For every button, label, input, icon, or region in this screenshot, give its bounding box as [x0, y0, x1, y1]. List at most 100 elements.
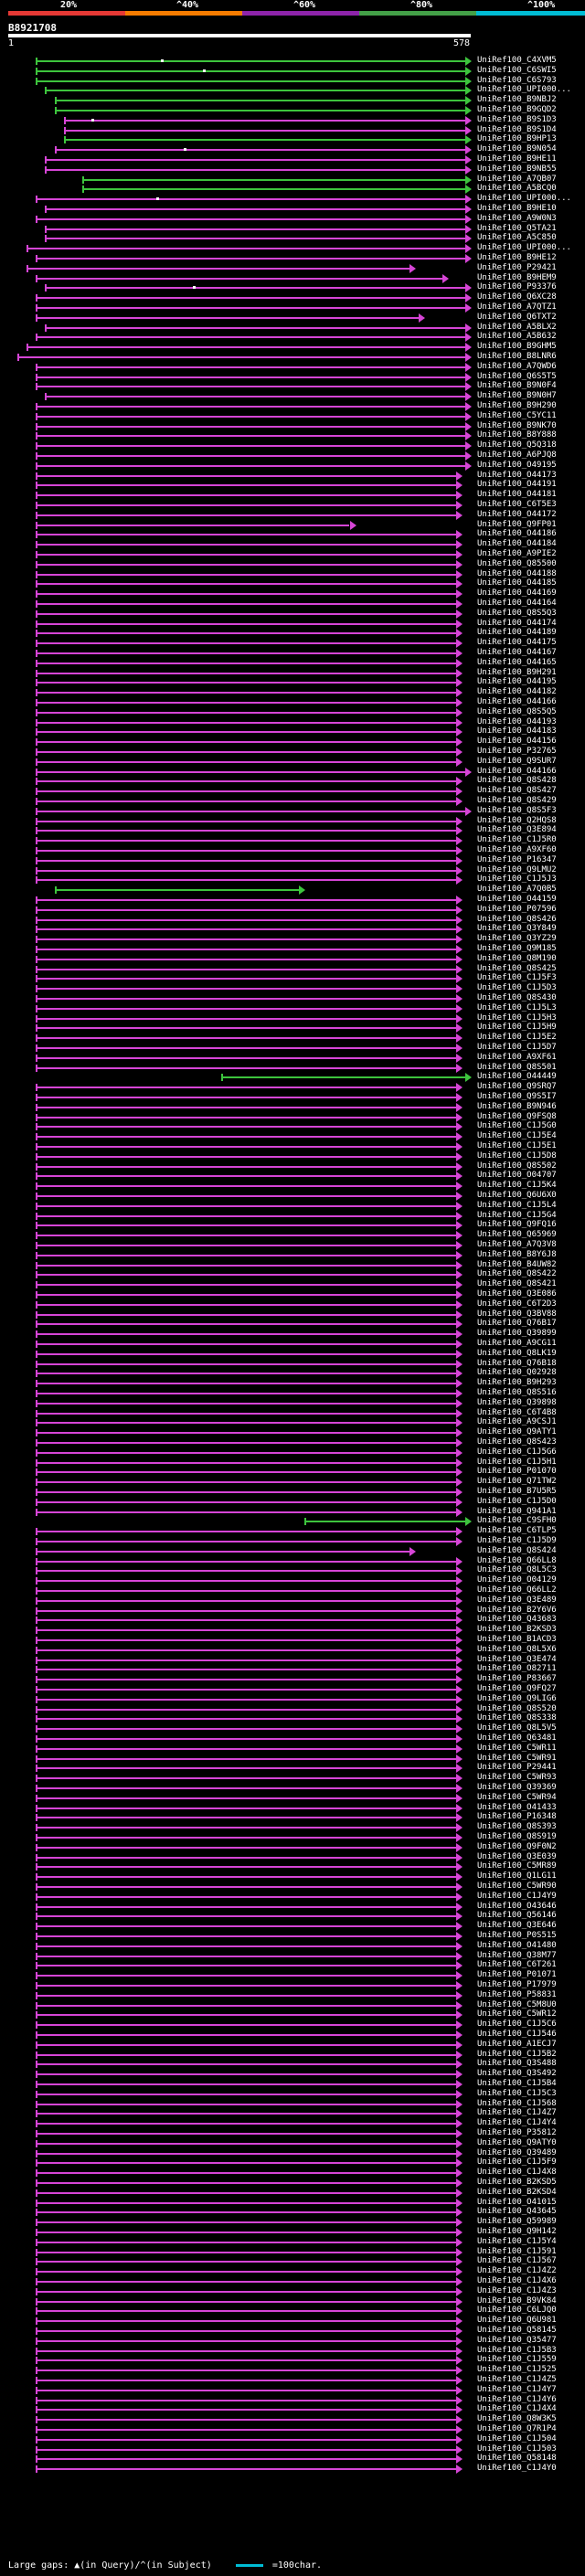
hit-row[interactable]: UniRef100_C5M8U0: [0, 1999, 585, 2011]
hit-row[interactable]: UniRef100_C1J5E2: [0, 1032, 585, 1044]
hit-row[interactable]: UniRef100_Q8L5V5: [0, 1723, 585, 1734]
hit-row[interactable]: UniRef100_B9H291: [0, 667, 585, 679]
hit-label[interactable]: UniRef100_B9NK70: [477, 420, 557, 430]
hit-row[interactable]: UniRef100_C1J5L4: [0, 1200, 585, 1212]
hit-row[interactable]: UniRef100_P93376: [0, 281, 585, 293]
hit-label[interactable]: UniRef100_B8Y888: [477, 430, 557, 440]
hit-label[interactable]: UniRef100_C1J5D8: [477, 1150, 557, 1161]
hit-label[interactable]: UniRef100_B9N0H7: [477, 391, 557, 401]
hit-row[interactable]: UniRef100_C5WR91: [0, 1753, 585, 1765]
hit-label[interactable]: UniRef100_C1J5G0: [477, 1121, 557, 1131]
hit-row[interactable]: UniRef100_P16348: [0, 1811, 585, 1823]
hit-label[interactable]: UniRef100_A7QWD6: [477, 361, 557, 371]
hit-label[interactable]: UniRef100_Q6TXT2: [477, 312, 557, 322]
hit-row[interactable]: UniRef100_B2KSD5: [0, 2177, 585, 2189]
hit-label[interactable]: UniRef100_C1J504: [477, 2433, 557, 2443]
hit-label[interactable]: UniRef100_B8LNR6: [477, 352, 557, 361]
hit-row[interactable]: UniRef100_Q8S422: [0, 1268, 585, 1280]
hit-row[interactable]: UniRef100_A1ECJ7: [0, 2039, 585, 2051]
hit-label[interactable]: UniRef100_C1J5F9: [477, 2157, 557, 2168]
hit-row[interactable]: UniRef100_B9GHM5: [0, 341, 585, 353]
hit-label[interactable]: UniRef100_A1ECJ7: [477, 2039, 557, 2049]
hit-row[interactable]: UniRef100_C1J567: [0, 2255, 585, 2267]
hit-label[interactable]: UniRef100_Q8S520: [477, 1703, 557, 1713]
hit-row[interactable]: UniRef100_Q3BV88: [0, 1309, 585, 1320]
hit-row[interactable]: UniRef100_Q9FQ27: [0, 1683, 585, 1695]
hit-row[interactable]: UniRef100_Q9ATY1: [0, 1426, 585, 1438]
hit-row[interactable]: UniRef100_C1J4Z5: [0, 2374, 585, 2386]
hit-row[interactable]: UniRef100_Q9LMU2: [0, 864, 585, 876]
hit-row[interactable]: UniRef100_Q76B18: [0, 1358, 585, 1370]
hit-row[interactable]: UniRef100_P32765: [0, 746, 585, 758]
hit-label[interactable]: UniRef100_Q6S5T5: [477, 371, 557, 381]
hit-row[interactable]: UniRef100_C1J525: [0, 2364, 585, 2376]
hit-row[interactable]: UniRef100_B9NBJ2: [0, 94, 585, 106]
hit-label[interactable]: UniRef100_P93376: [477, 282, 557, 292]
hit-row[interactable]: UniRef100_Q9ATY0: [0, 2137, 585, 2149]
hit-label[interactable]: UniRef100_A9CG11: [477, 1339, 557, 1348]
hit-row[interactable]: UniRef100_B9N0H7: [0, 390, 585, 402]
hit-row[interactable]: UniRef100_C1J5L3: [0, 1002, 585, 1014]
hit-label[interactable]: UniRef100_C1J5B2: [477, 2049, 557, 2059]
hit-row[interactable]: UniRef100_Q43645: [0, 2206, 585, 2218]
hit-label[interactable]: UniRef100_C1J5C3: [477, 2088, 557, 2098]
hit-label[interactable]: UniRef100_Q9FP01: [477, 519, 557, 529]
hit-row[interactable]: UniRef100_Q56146: [0, 1910, 585, 1922]
hit-label[interactable]: UniRef100_Q39898: [477, 1397, 557, 1407]
hit-row[interactable]: UniRef100_A7Q0B5: [0, 884, 585, 896]
hit-label[interactable]: UniRef100_O82711: [477, 1664, 557, 1674]
hit-label[interactable]: UniRef100_O44191: [477, 480, 557, 490]
hit-label[interactable]: UniRef100_B2KSD3: [477, 1625, 557, 1635]
hit-label[interactable]: UniRef100_O44159: [477, 895, 557, 904]
hit-label[interactable]: UniRef100_C1J5G4: [477, 1210, 557, 1220]
hit-row[interactable]: UniRef100_P01071: [0, 1969, 585, 1981]
hit-label[interactable]: UniRef100_B9GQD2: [477, 105, 557, 114]
hit-label[interactable]: UniRef100_C1J5B4: [477, 2079, 557, 2088]
hit-row[interactable]: UniRef100_C1J4Y6: [0, 2394, 585, 2406]
hit-row[interactable]: UniRef100_Q8S516: [0, 1387, 585, 1399]
hit-row[interactable]: UniRef100_A9PIE2: [0, 548, 585, 560]
hit-row[interactable]: UniRef100_C1J4X8: [0, 2167, 585, 2178]
hit-label[interactable]: UniRef100_Q8S426: [477, 914, 557, 924]
hit-label[interactable]: UniRef100_Q9SUR7: [477, 756, 557, 766]
hit-label[interactable]: UniRef100_A9XF60: [477, 845, 557, 854]
hit-label[interactable]: UniRef100_O44182: [477, 687, 557, 697]
hit-row[interactable]: UniRef100_P01070: [0, 1466, 585, 1478]
hit-label[interactable]: UniRef100_Q58148: [477, 2454, 557, 2464]
hit-label[interactable]: UniRef100_C1J4X8: [477, 2168, 557, 2178]
hit-label[interactable]: UniRef100_C5WR12: [477, 2009, 557, 2019]
hit-label[interactable]: UniRef100_B9VK84: [477, 2295, 557, 2306]
hit-row[interactable]: UniRef100_A7Q3V8: [0, 1239, 585, 1251]
hit-label[interactable]: UniRef100_C1J559: [477, 2355, 557, 2365]
hit-label[interactable]: UniRef100_B9HEM9: [477, 272, 557, 282]
hit-row[interactable]: UniRef100_Q8S426: [0, 914, 585, 926]
hit-row[interactable]: UniRef100_A5BCQ0: [0, 183, 585, 195]
hit-label[interactable]: UniRef100_Q35477: [477, 2335, 557, 2345]
hit-row[interactable]: UniRef100_B9GQD2: [0, 104, 585, 116]
hit-label[interactable]: UniRef100_A9CSJ1: [477, 1417, 557, 1427]
hit-label[interactable]: UniRef100_C1J4Z3: [477, 2285, 557, 2295]
hit-label[interactable]: UniRef100_O44181: [477, 490, 557, 500]
hit-row[interactable]: UniRef100_C5WR90: [0, 1881, 585, 1892]
hit-row[interactable]: UniRef100_A7QWD6: [0, 361, 585, 373]
hit-row[interactable]: UniRef100_Q9SUR7: [0, 756, 585, 768]
hit-label[interactable]: UniRef100_Q3BV88: [477, 1309, 557, 1319]
hit-row[interactable]: UniRef100_Q3Y849: [0, 923, 585, 935]
hit-label[interactable]: UniRef100_P0S515: [477, 1931, 557, 1940]
hit-label[interactable]: UniRef100_Q8S5Q3: [477, 608, 557, 618]
hit-row[interactable]: UniRef100_Q39489: [0, 2147, 585, 2159]
hit-label[interactable]: UniRef100_A5C850: [477, 233, 557, 243]
hit-label[interactable]: UniRef100_C1J4X4: [477, 2404, 557, 2414]
hit-row[interactable]: UniRef100_B9HE12: [0, 252, 585, 264]
hit-label[interactable]: UniRef100_C6TLP5: [477, 1526, 557, 1536]
hit-row[interactable]: UniRef100_A7QTZ1: [0, 302, 585, 313]
hit-row[interactable]: UniRef100_Q9M185: [0, 943, 585, 955]
hit-row[interactable]: UniRef100_B7U5R5: [0, 1486, 585, 1498]
hit-label[interactable]: UniRef100_O44156: [477, 737, 557, 747]
hit-row[interactable]: UniRef100_Q941A1: [0, 1506, 585, 1518]
hit-label[interactable]: UniRef100_C1J5D3: [477, 983, 557, 993]
hit-row[interactable]: UniRef100_O41015: [0, 2197, 585, 2209]
hit-row[interactable]: UniRef100_Q66LL8: [0, 1555, 585, 1567]
hit-label[interactable]: UniRef100_B9N0F4: [477, 381, 557, 391]
hit-row[interactable]: UniRef100_C1J4Z7: [0, 2107, 585, 2119]
